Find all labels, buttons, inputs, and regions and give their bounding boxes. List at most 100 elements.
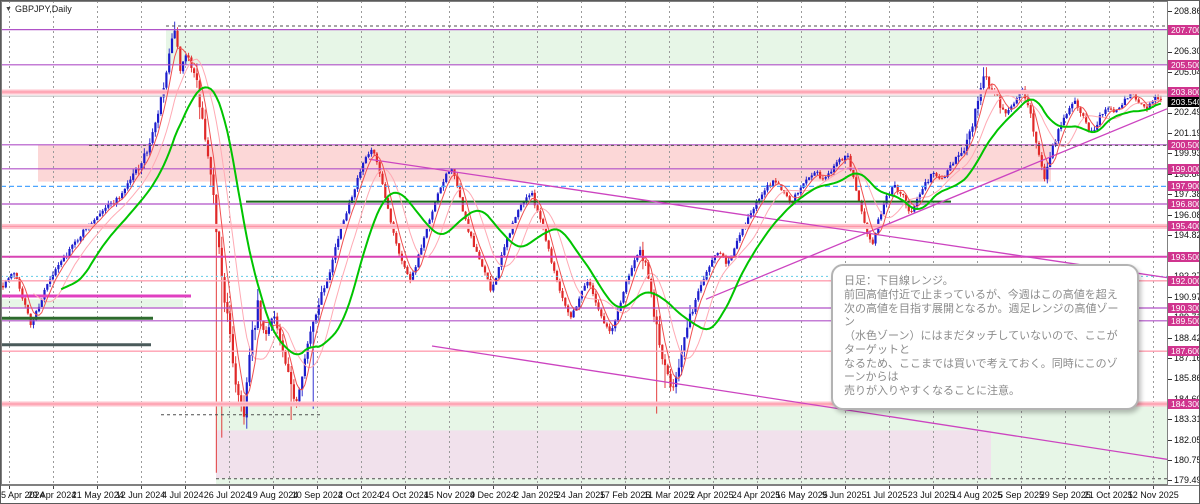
tick-mark (1168, 337, 1172, 339)
bull-candle-body (303, 358, 306, 376)
bear-candle-body (18, 278, 21, 289)
bull-candle-body (519, 204, 523, 211)
price-tick-label: 190.975 (1168, 292, 1199, 302)
bear-candle-body (1137, 99, 1140, 104)
chevron-down-icon[interactable]: ▼ (5, 5, 12, 13)
bear-candle-body (569, 312, 572, 318)
bull-candle-body (159, 97, 162, 114)
bear-candle-body (769, 184, 772, 187)
bull-candle-body (627, 275, 631, 282)
bull-candle-body (182, 61, 185, 72)
bull-candle-body (680, 350, 683, 368)
bear-candle-body (774, 180, 777, 183)
bull-candle-body (497, 267, 500, 278)
bear-candle-body (605, 323, 608, 327)
bull-candle-body (838, 159, 841, 163)
date-label: 26 Jul 2024 (203, 490, 251, 500)
bull-candle-body (320, 292, 323, 305)
bull-candle-body (525, 197, 528, 202)
zone-rect (216, 430, 991, 479)
ma-line-red[interactable] (13, 47, 1162, 397)
bull-candle-body (492, 284, 495, 291)
bull-candle-body (1046, 166, 1049, 180)
bull-candle-body (4, 281, 7, 288)
bull-candle-body (816, 171, 819, 173)
bull-candle-body (1101, 114, 1104, 116)
bear-candle-body (896, 185, 899, 192)
bear-candle-body (212, 174, 215, 195)
date-label: 21 May 2024 (71, 490, 124, 500)
bear-candle-body (209, 157, 212, 175)
bear-candle-body (1029, 105, 1032, 114)
date-tick-mark (273, 486, 274, 489)
date-tick-mark (933, 486, 934, 489)
bull-candle-body (1054, 141, 1057, 146)
bull-candle-body (37, 306, 41, 312)
bear-candle-body (220, 247, 223, 277)
bull-candle-body (345, 213, 348, 221)
bull-candle-body (445, 173, 448, 182)
bear-candle-body (231, 334, 234, 364)
bear-candle-body (603, 316, 606, 324)
bull-candle-body (434, 202, 437, 212)
bull-candle-body (267, 327, 270, 334)
bull-candle-body (1151, 101, 1154, 104)
bear-candle-body (608, 326, 611, 332)
bull-candle-body (51, 275, 54, 280)
bear-candle-body (785, 192, 788, 197)
trend-line[interactable] (705, 108, 1168, 300)
bull-candle-body (677, 367, 680, 377)
bear-candle-body (242, 401, 246, 417)
price-tick-label: 182.050 (1168, 435, 1199, 445)
date-label: 10 Sep 2024 (291, 490, 343, 500)
tick-mark (1168, 10, 1172, 12)
tick-mark (1168, 378, 1172, 380)
price-level-label: 200.500 (1168, 139, 1199, 150)
price-axis[interactable]: 208.860 206.305 205.045 202.490 201.195 199.9… (1168, 1, 1199, 485)
bull-candle-body (173, 30, 176, 39)
bear-candle-body (650, 279, 653, 293)
bear-candle-body (1032, 113, 1035, 132)
bear-candle-body (669, 373, 672, 387)
ma-line-pink[interactable] (33, 58, 1161, 369)
bear-candle-body (403, 261, 406, 267)
bear-candle-body (985, 76, 988, 78)
bear-candle-body (597, 302, 600, 310)
bear-candle-body (118, 197, 121, 199)
bear-candle-body (278, 328, 282, 341)
zones-layer (1, 29, 1167, 484)
bear-candle-body (661, 344, 664, 360)
date-tick-mark (1109, 486, 1110, 489)
tick-mark (1168, 460, 1172, 462)
bear-candle-body (215, 194, 218, 233)
bull-candle-body (79, 236, 82, 241)
bear-candle-body (591, 285, 595, 294)
bull-candle-body (301, 376, 304, 390)
bull-candle-body (508, 233, 511, 238)
tick-mark (1168, 296, 1172, 298)
bear-candle-body (600, 309, 603, 317)
bear-candle-body (26, 305, 29, 314)
date-tick-mark (9, 486, 10, 489)
symbol-label[interactable]: ▼ GBPJPY,Daily (5, 4, 72, 14)
bull-candle-body (929, 174, 933, 182)
trend-line[interactable] (368, 158, 1168, 279)
bull-candle-body (1018, 93, 1021, 99)
tick-mark (1168, 174, 1172, 176)
bull-candle-body (1129, 92, 1132, 99)
bull-candle-body (952, 163, 955, 166)
bull-candle-body (1098, 115, 1101, 126)
trend-line[interactable] (431, 345, 1168, 460)
date-axis[interactable]: 5 Apr 2024 29 Apr 2024 21 May 2024 12 Jun 2… (1, 485, 1199, 503)
bear-candle-body (1087, 122, 1090, 131)
bull-candle-body (367, 154, 370, 157)
bull-candle-body (927, 181, 930, 183)
bull-candle-body (126, 183, 129, 189)
date-label: 14 Aug 2025 (951, 490, 1003, 500)
bull-candle-body (622, 291, 625, 303)
bull-candle-body (254, 328, 257, 330)
ma-line-green[interactable] (60, 86, 1162, 356)
date-tick-mark (1153, 486, 1154, 489)
price-tick-label: 179.495 (1168, 476, 1199, 485)
